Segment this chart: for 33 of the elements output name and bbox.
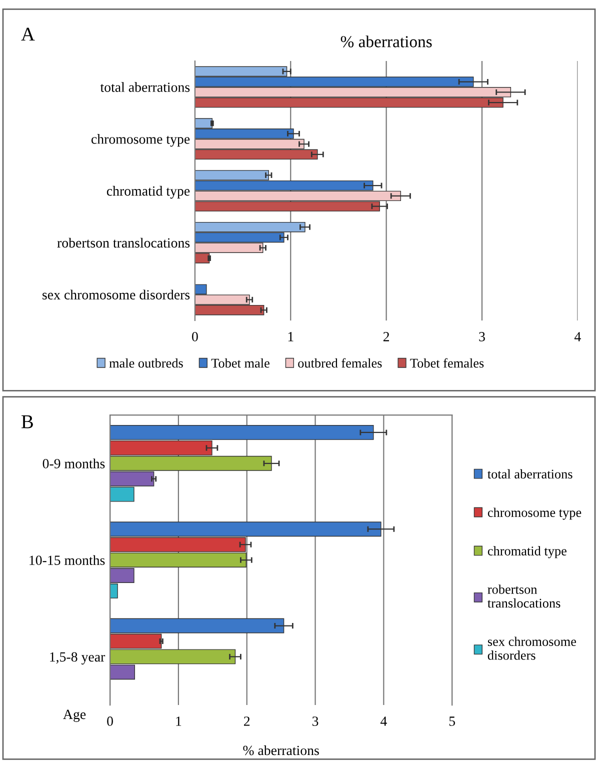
y-tick-label: sex chromosome disorders	[42, 290, 190, 300]
x-tick-label: 2	[244, 716, 250, 726]
legend-label: chromosome type	[488, 508, 582, 520]
legend-label: Tobet females	[410, 358, 484, 368]
y-tick-label: 1,5-8 year	[50, 652, 106, 664]
y-tick-label: chromatid type	[106, 186, 190, 199]
legend-label: total aberrations	[488, 469, 572, 479]
legend-label: robertson translocations	[488, 584, 560, 608]
y-tick-label: chromosome type	[91, 134, 190, 147]
y-tick-label: total aberrations	[100, 82, 190, 92]
x-tick-label: 0	[107, 716, 113, 726]
legend-label: male outbreds	[109, 358, 183, 368]
x-tick-label: 0	[192, 332, 198, 342]
legend-label: sex chromosome disorders	[488, 636, 576, 660]
x-tick-label: 4	[574, 332, 581, 342]
y-tick-label: 0-9 months	[42, 458, 105, 468]
legend-label: chromatid type	[488, 546, 566, 558]
y-axis-title: Age	[63, 710, 86, 722]
text: A	[21, 28, 35, 41]
y-tick-label: robertson translocations	[57, 238, 190, 248]
legend-label: outbred females	[298, 358, 382, 368]
x-tick-label: 5	[449, 716, 456, 726]
x-tick-label: 4	[380, 716, 387, 726]
y-tick-label: 10-15 months	[30, 555, 105, 565]
legend-label: Tobet male	[211, 358, 270, 368]
x-tick-label: 3	[312, 716, 318, 726]
x-tick-label: 3	[479, 332, 485, 342]
x-axis-title: % aberrations	[243, 745, 319, 756]
text: B	[21, 415, 33, 428]
x-tick-label: 1	[176, 716, 182, 726]
chart-title: % aberrations	[340, 36, 432, 48]
x-tick-label: 1	[288, 332, 294, 342]
x-tick-label: 2	[383, 332, 390, 342]
